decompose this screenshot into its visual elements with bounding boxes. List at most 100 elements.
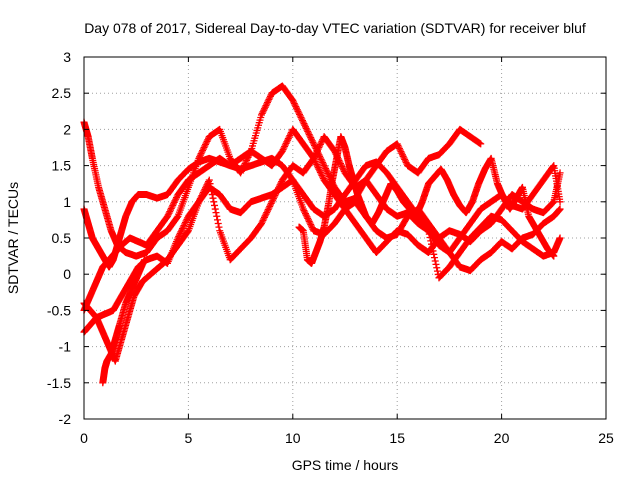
data-point bbox=[182, 217, 190, 225]
data-point bbox=[262, 102, 270, 110]
data-point bbox=[273, 187, 281, 195]
data-point bbox=[290, 98, 298, 106]
data-point bbox=[197, 150, 205, 158]
data-point bbox=[313, 161, 321, 169]
data-point bbox=[323, 168, 331, 176]
data-point bbox=[431, 257, 439, 265]
data-point bbox=[549, 163, 557, 171]
data-point bbox=[430, 250, 438, 258]
data-point bbox=[313, 148, 321, 156]
data-point bbox=[275, 182, 283, 190]
data-point bbox=[430, 254, 438, 262]
data-point bbox=[314, 164, 322, 172]
data-point bbox=[322, 166, 330, 174]
data-point bbox=[396, 146, 404, 154]
data-point bbox=[310, 140, 318, 148]
data-point bbox=[318, 157, 326, 165]
data-point bbox=[296, 110, 304, 118]
data-point bbox=[196, 196, 204, 204]
data-point bbox=[322, 165, 330, 173]
data-point bbox=[246, 150, 254, 158]
data-point bbox=[211, 205, 219, 213]
data-point bbox=[171, 197, 179, 205]
data-point bbox=[275, 184, 283, 192]
data-point bbox=[198, 192, 206, 200]
data-point bbox=[169, 201, 177, 209]
data-point bbox=[301, 121, 309, 129]
data-point bbox=[281, 141, 289, 149]
y-tick-label: 1 bbox=[63, 194, 71, 210]
data-point bbox=[398, 151, 406, 159]
data-point bbox=[290, 100, 298, 108]
data-point bbox=[319, 160, 327, 168]
y-tick-label: 1.5 bbox=[52, 158, 72, 174]
data-point bbox=[307, 221, 315, 229]
data-point bbox=[313, 162, 321, 170]
data-point bbox=[302, 211, 310, 219]
data-point bbox=[302, 124, 310, 132]
data-point bbox=[164, 212, 172, 220]
data-point bbox=[178, 226, 186, 234]
data-point bbox=[266, 201, 274, 209]
data-point bbox=[176, 229, 184, 237]
data-point bbox=[395, 143, 403, 151]
data-point bbox=[181, 218, 189, 226]
data-point bbox=[395, 145, 403, 153]
data-point bbox=[213, 216, 221, 224]
data-point bbox=[281, 142, 289, 150]
data-point bbox=[263, 209, 271, 217]
x-tick-label: 10 bbox=[285, 430, 301, 446]
y-tick-label: 0.5 bbox=[52, 230, 72, 246]
data-point bbox=[477, 140, 485, 148]
data-point bbox=[307, 135, 315, 143]
data-point bbox=[197, 193, 205, 201]
data-point bbox=[200, 187, 208, 195]
data-point bbox=[314, 145, 322, 153]
data-point bbox=[184, 228, 192, 236]
data-point bbox=[175, 231, 183, 239]
data-point bbox=[401, 157, 409, 165]
data-point bbox=[320, 162, 328, 170]
data-point bbox=[263, 100, 271, 108]
data-point bbox=[268, 198, 276, 206]
data-point bbox=[315, 165, 323, 173]
data-point bbox=[304, 127, 312, 135]
data-point bbox=[429, 247, 437, 255]
data-point bbox=[260, 213, 268, 221]
data-point bbox=[556, 205, 564, 213]
data-point bbox=[198, 148, 206, 156]
data-point bbox=[300, 120, 308, 128]
data-point bbox=[199, 145, 207, 153]
data-point bbox=[292, 103, 300, 111]
data-point bbox=[301, 123, 309, 131]
data-point bbox=[299, 205, 307, 213]
data-point bbox=[550, 252, 558, 260]
x-tick-label: 20 bbox=[494, 430, 510, 446]
data-point bbox=[315, 144, 323, 151]
data-point bbox=[313, 147, 321, 155]
data-point bbox=[283, 138, 291, 146]
series-layer bbox=[80, 82, 564, 387]
data-point bbox=[310, 154, 318, 162]
data-point bbox=[202, 139, 210, 147]
data-point bbox=[210, 198, 218, 206]
data-point bbox=[262, 210, 270, 218]
data-point bbox=[261, 103, 269, 111]
data-point bbox=[284, 135, 292, 143]
data-point bbox=[298, 117, 306, 125]
data-point bbox=[173, 213, 181, 221]
data-point bbox=[316, 154, 324, 162]
data-point bbox=[172, 194, 180, 202]
data-point bbox=[296, 112, 304, 120]
data-point bbox=[266, 94, 274, 102]
data-point bbox=[340, 166, 348, 174]
data-point bbox=[316, 168, 324, 176]
data-point bbox=[316, 167, 324, 175]
data-point bbox=[309, 138, 317, 146]
data-point bbox=[264, 206, 272, 214]
data-point bbox=[284, 136, 292, 144]
data-point bbox=[276, 181, 284, 189]
data-point bbox=[196, 195, 204, 203]
data-point bbox=[278, 147, 286, 155]
y-tick-label: 0 bbox=[63, 266, 71, 282]
